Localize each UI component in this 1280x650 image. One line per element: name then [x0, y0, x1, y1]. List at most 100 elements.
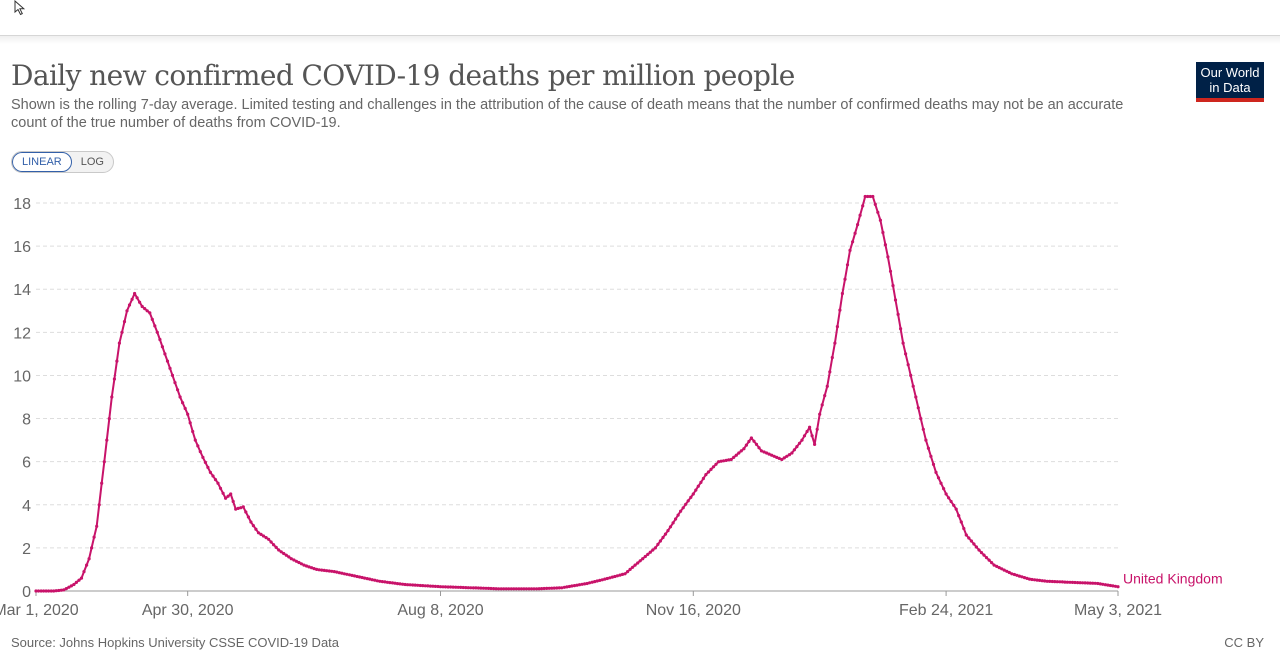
- data-point[interactable]: [428, 584, 432, 588]
- data-point[interactable]: [797, 441, 802, 445]
- data-point[interactable]: [259, 532, 263, 537]
- data-point[interactable]: [426, 584, 430, 588]
- series-line[interactable]: [36, 195, 1119, 592]
- data-point[interactable]: [310, 566, 314, 570]
- data-point[interactable]: [537, 587, 541, 591]
- data-point[interactable]: [1081, 581, 1085, 585]
- data-point[interactable]: [519, 587, 524, 591]
- data-point[interactable]: [641, 557, 645, 561]
- data-point[interactable]: [936, 476, 941, 480]
- data-point[interactable]: [277, 548, 281, 552]
- data-point[interactable]: [193, 438, 197, 442]
- data-point[interactable]: [787, 453, 792, 457]
- data-point[interactable]: [1025, 576, 1029, 581]
- data-point[interactable]: [42, 589, 46, 593]
- data-point[interactable]: [714, 462, 718, 466]
- data-point[interactable]: [416, 583, 420, 587]
- data-point[interactable]: [757, 446, 761, 450]
- data-point[interactable]: [246, 515, 250, 519]
- data-point[interactable]: [861, 204, 865, 208]
- data-point[interactable]: [380, 580, 384, 584]
- data-point[interactable]: [823, 394, 827, 398]
- data-point[interactable]: [959, 520, 963, 524]
- data-point[interactable]: [431, 584, 435, 588]
- data-point[interactable]: [307, 565, 311, 569]
- data-point[interactable]: [264, 536, 268, 540]
- data-point[interactable]: [555, 586, 559, 590]
- data-point[interactable]: [992, 563, 996, 567]
- data-point[interactable]: [944, 492, 948, 496]
- data-point[interactable]: [186, 412, 190, 416]
- data-point[interactable]: [393, 581, 397, 585]
- data-point[interactable]: [668, 525, 673, 529]
- data-point[interactable]: [401, 582, 405, 586]
- data-point[interactable]: [1093, 581, 1097, 585]
- data-point[interactable]: [138, 300, 142, 304]
- data-point[interactable]: [345, 572, 349, 576]
- data-point[interactable]: [408, 583, 412, 587]
- data-point[interactable]: [274, 545, 278, 550]
- data-point[interactable]: [911, 384, 915, 388]
- data-point[interactable]: [886, 255, 890, 259]
- data-point[interactable]: [813, 442, 817, 446]
- data-point[interactable]: [449, 585, 453, 589]
- data-point[interactable]: [325, 569, 329, 573]
- data-point[interactable]: [1091, 581, 1095, 585]
- data-point[interactable]: [153, 324, 157, 328]
- data-point[interactable]: [964, 533, 968, 537]
- data-point[interactable]: [110, 395, 114, 399]
- data-point[interactable]: [701, 476, 706, 481]
- data-point[interactable]: [843, 277, 847, 281]
- data-point[interactable]: [605, 576, 609, 581]
- data-point[interactable]: [739, 449, 743, 453]
- data-point[interactable]: [438, 585, 443, 589]
- data-point[interactable]: [729, 457, 733, 462]
- data-point[interactable]: [1033, 578, 1037, 582]
- data-point[interactable]: [347, 573, 352, 577]
- data-point[interactable]: [443, 585, 448, 589]
- data-point[interactable]: [1027, 577, 1032, 581]
- data-point[interactable]: [67, 585, 71, 589]
- data-point[interactable]: [727, 458, 731, 462]
- data-point[interactable]: [939, 481, 943, 485]
- data-point[interactable]: [486, 586, 491, 591]
- data-point[interactable]: [921, 427, 925, 431]
- data-point[interactable]: [1045, 579, 1049, 583]
- data-point[interactable]: [1020, 575, 1024, 579]
- data-point[interactable]: [446, 585, 450, 589]
- data-point[interactable]: [881, 230, 885, 235]
- data-point[interactable]: [552, 586, 556, 590]
- data-point[interactable]: [833, 341, 837, 345]
- data-point[interactable]: [1015, 573, 1019, 577]
- data-point[interactable]: [717, 460, 721, 464]
- data-point[interactable]: [638, 559, 642, 563]
- data-point[interactable]: [744, 443, 749, 447]
- data-point[interactable]: [593, 580, 597, 584]
- data-point[interactable]: [332, 570, 336, 574]
- data-point[interactable]: [479, 586, 483, 590]
- data-point[interactable]: [140, 304, 144, 309]
- data-point[interactable]: [297, 560, 301, 565]
- data-point[interactable]: [954, 507, 958, 511]
- data-point[interactable]: [191, 429, 195, 434]
- data-point[interactable]: [150, 317, 154, 321]
- data-point[interactable]: [618, 573, 622, 577]
- data-point[interactable]: [722, 459, 726, 463]
- data-point[interactable]: [365, 577, 369, 581]
- data-point[interactable]: [1113, 584, 1118, 588]
- data-point[interactable]: [979, 551, 984, 555]
- data-point[interactable]: [62, 588, 66, 592]
- data-point[interactable]: [340, 571, 344, 575]
- data-point[interactable]: [492, 587, 496, 591]
- data-point[interactable]: [173, 381, 177, 385]
- data-point[interactable]: [1000, 567, 1004, 571]
- data-point[interactable]: [631, 565, 635, 569]
- data-point[interactable]: [790, 451, 794, 455]
- data-point[interactable]: [962, 526, 966, 531]
- data-point[interactable]: [947, 496, 951, 500]
- data-point[interactable]: [883, 243, 888, 247]
- data-point[interactable]: [871, 194, 875, 199]
- data-point[interactable]: [957, 514, 961, 518]
- data-point[interactable]: [342, 572, 346, 576]
- data-point[interactable]: [633, 563, 637, 567]
